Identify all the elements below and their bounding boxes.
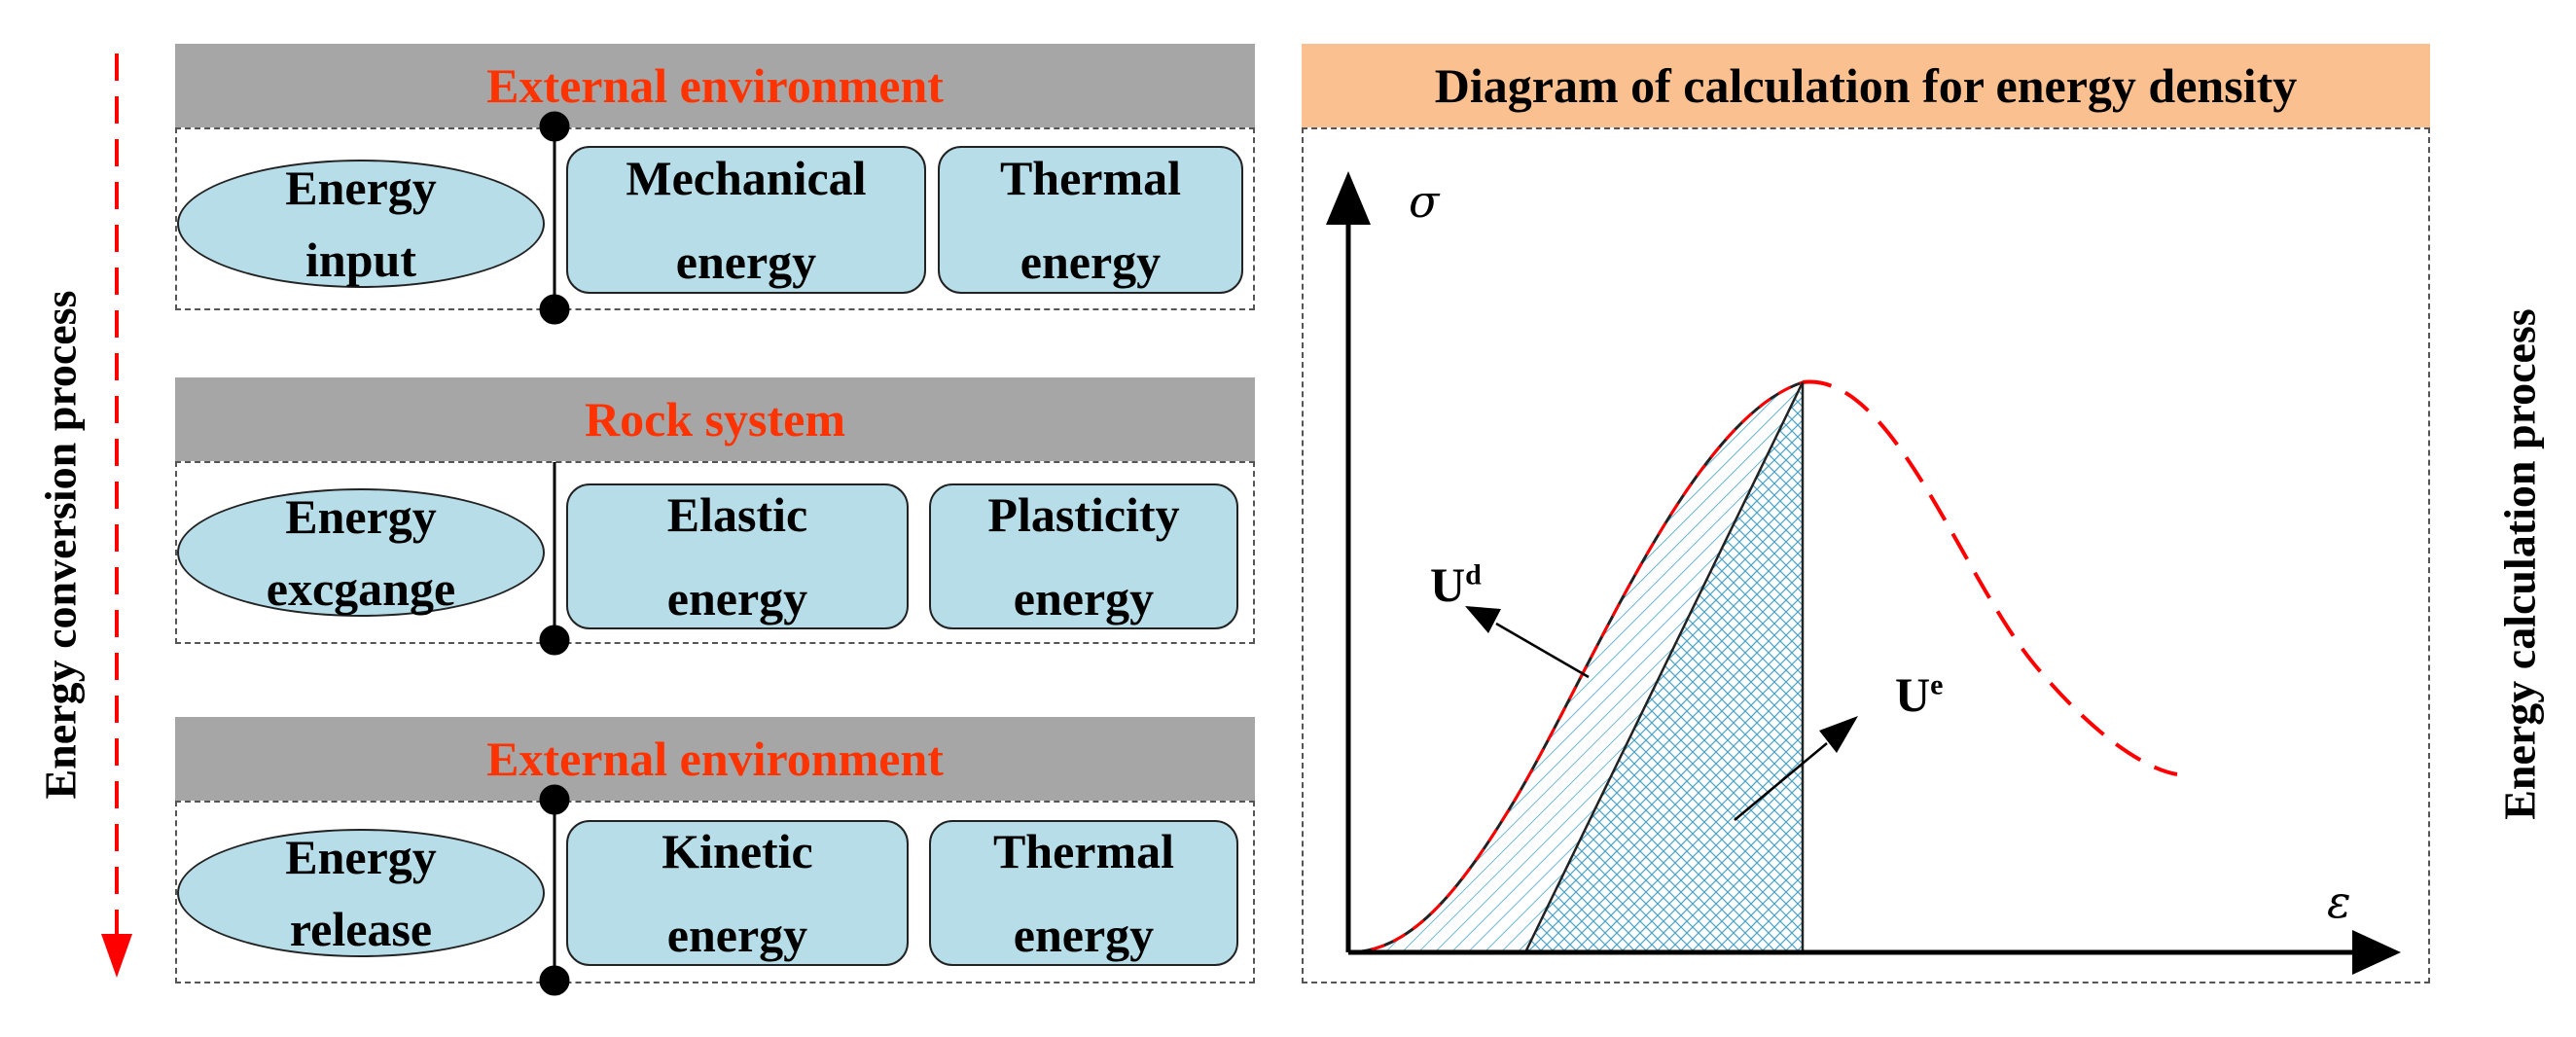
- connector-2: [539, 462, 570, 656]
- energy-calculation-label: Energy calculation process: [2494, 308, 2545, 820]
- ue-label-sup: e: [1930, 668, 1944, 701]
- ue-pointer-line: [1734, 742, 1828, 821]
- energy-density-chart: [1326, 171, 2401, 975]
- ud-pointer-head: [1465, 606, 1501, 633]
- section-2-box: [175, 461, 1255, 644]
- post-peak-curve: [1802, 379, 2178, 776]
- ue-label-main: U: [1895, 667, 1931, 722]
- mechanical-energy-box: Mechanical energy: [566, 146, 926, 294]
- section-1-box: [175, 127, 1255, 310]
- section-3-header: External environment: [175, 717, 1255, 801]
- elastic-energy-box: Elastic energy: [566, 483, 909, 629]
- section-2-header: Rock system: [175, 377, 1255, 461]
- unloading-line: [1523, 381, 1805, 953]
- ud-label: Ud: [1430, 556, 1482, 613]
- chart-title: Diagram of calculation for energy densit…: [1302, 44, 2430, 127]
- energy-input-node: Energy input: [177, 160, 545, 288]
- ud-label-main: U: [1430, 557, 1466, 612]
- kinetic-energy-box: Kinetic energy: [566, 820, 909, 966]
- x-axis-arrowhead: [2352, 930, 2401, 975]
- connector-1: [539, 111, 570, 325]
- process-arrow: [101, 54, 132, 978]
- section-1-header: External environment: [175, 44, 1255, 127]
- thermal-energy-box-1: Thermal energy: [938, 146, 1243, 294]
- y-axis-arrowhead: [1326, 171, 1371, 225]
- thermal-energy-box-2: Thermal energy: [929, 820, 1238, 966]
- ud-region: [1348, 382, 1803, 952]
- ue-pointer-head: [1819, 716, 1858, 753]
- ud-label-sup: d: [1465, 558, 1482, 591]
- energy-exchange-node: Energy excgange: [177, 488, 545, 617]
- epsilon-label: ε: [2327, 876, 2351, 928]
- stress-strain-curve-dashed: [1347, 380, 1804, 954]
- section-3-box: [175, 801, 1255, 983]
- sigma-label: σ: [1409, 175, 1440, 228]
- energy-conversion-label: Energy conversion process: [35, 290, 86, 800]
- ue-label: Ue: [1895, 666, 1943, 723]
- energy-release-node: Energy release: [177, 829, 545, 957]
- connector-3: [539, 784, 570, 996]
- chart-box: [1302, 127, 2430, 983]
- ud-pointer-line: [1495, 622, 1590, 679]
- plasticity-energy-box: Plasticity energy: [929, 483, 1238, 629]
- connector-lines: [539, 111, 570, 996]
